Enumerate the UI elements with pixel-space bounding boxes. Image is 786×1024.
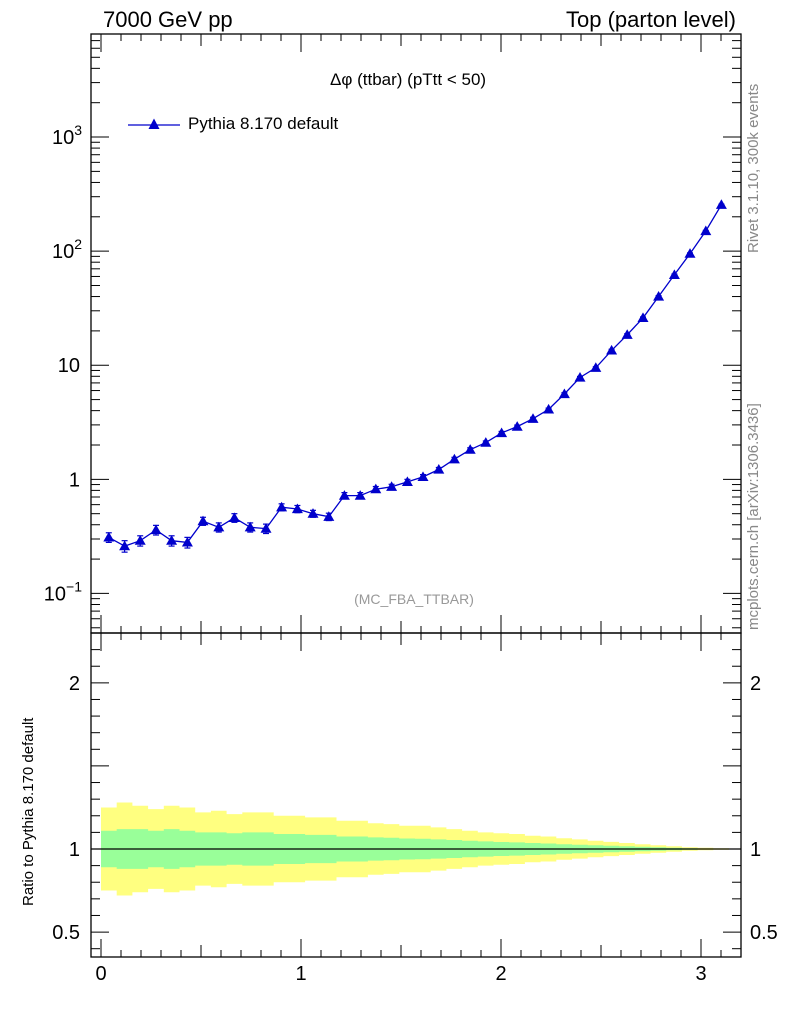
data-point bbox=[527, 413, 539, 423]
data-point bbox=[621, 329, 633, 339]
data-point bbox=[700, 225, 712, 236]
ratio-y-tick-label: 0.5 bbox=[52, 922, 80, 944]
ratio-axis-ticks: 0 1 2 3 0.5 0.5 1 1 2 2 bbox=[52, 633, 778, 985]
ratio-y-axis-label: Ratio to Pythia 8.170 default bbox=[20, 717, 37, 906]
data-point bbox=[307, 508, 319, 518]
observable-category: Top (parton level) bbox=[566, 7, 736, 32]
data-point bbox=[386, 481, 398, 491]
data-point bbox=[119, 540, 131, 551]
data-point bbox=[276, 501, 288, 512]
data-point bbox=[370, 483, 382, 494]
ratio-plot-frame bbox=[90, 632, 742, 958]
data-point bbox=[511, 421, 523, 431]
data-point bbox=[684, 248, 696, 258]
data-point bbox=[448, 453, 460, 464]
data-point bbox=[574, 372, 586, 382]
mcplots-credit-label: mcplots.cern.ch [arXiv:1306.3436] bbox=[745, 403, 762, 630]
data-point bbox=[134, 535, 146, 545]
x-tick-label: 3 bbox=[695, 963, 706, 985]
data-point bbox=[653, 291, 665, 301]
legend-triangle-icon bbox=[148, 118, 160, 129]
data-point bbox=[464, 444, 476, 454]
ratio-y-tick-label-right: 1 bbox=[750, 839, 761, 861]
data-point bbox=[543, 403, 555, 414]
ratio-y-tick-label: 2 bbox=[69, 673, 80, 695]
ratio-y-tick-label-right: 2 bbox=[750, 673, 761, 695]
data-point bbox=[558, 388, 570, 399]
data-point bbox=[606, 344, 618, 355]
data-point bbox=[668, 269, 680, 279]
x-tick-label: 0 bbox=[95, 963, 106, 985]
data-point bbox=[323, 511, 335, 521]
ratio-y-tick-label-right: 0.5 bbox=[750, 922, 778, 944]
ratio-uncertainty-bands bbox=[91, 802, 741, 896]
series-pythia bbox=[103, 199, 727, 553]
x-tick-label: 1 bbox=[295, 963, 306, 985]
data-point bbox=[354, 490, 366, 500]
plot-title: Δφ (ttbar) (pTtt < 50) bbox=[330, 70, 487, 89]
data-point bbox=[637, 312, 649, 323]
data-point bbox=[260, 523, 272, 533]
y-tick-label: 10 bbox=[58, 355, 80, 377]
data-point bbox=[291, 503, 303, 514]
process-label: 7000 GeV pp bbox=[103, 7, 233, 32]
legend-marker bbox=[128, 118, 180, 129]
data-point bbox=[715, 199, 727, 209]
data-point bbox=[338, 490, 350, 500]
analysis-watermark: (MC_FBA_TTBAR) bbox=[354, 591, 474, 607]
x-tick-label: 2 bbox=[495, 963, 506, 985]
data-point bbox=[150, 524, 162, 535]
data-point bbox=[401, 476, 413, 487]
data-point bbox=[496, 427, 508, 438]
data-point bbox=[590, 362, 602, 372]
data-point bbox=[433, 463, 445, 474]
data-point bbox=[213, 521, 225, 532]
y-tick-label: 1 bbox=[69, 469, 80, 491]
data-point bbox=[244, 521, 256, 532]
rivet-version-label: Rivet 3.1.10, 300k events bbox=[745, 83, 762, 253]
data-point bbox=[103, 531, 115, 542]
series-line bbox=[108, 204, 722, 547]
data-point bbox=[166, 535, 178, 545]
data-point bbox=[197, 515, 209, 526]
ratio-frame-rect bbox=[90, 632, 742, 958]
data-point bbox=[228, 512, 240, 522]
data-point bbox=[417, 471, 429, 482]
ratio-y-tick-label: 1 bbox=[69, 839, 80, 861]
data-point bbox=[480, 437, 492, 447]
data-point bbox=[181, 536, 193, 547]
legend-entry-label: Pythia 8.170 default bbox=[188, 114, 339, 133]
